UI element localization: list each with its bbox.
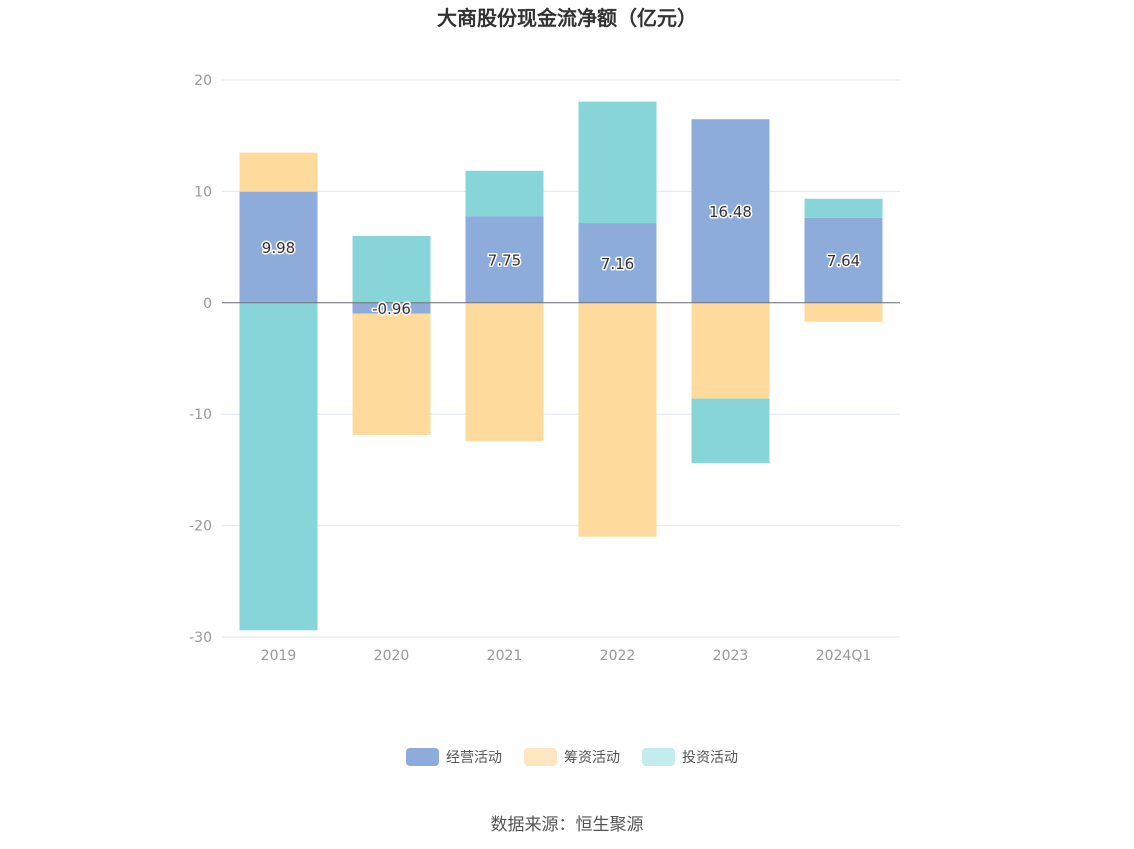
bar-投资活动-2021: [465, 170, 544, 217]
x-tick-label: 2022: [600, 648, 636, 664]
data-label: -0.96: [372, 300, 411, 318]
data-label: 16.48: [709, 203, 752, 221]
legend-label: 投资活动: [682, 750, 738, 766]
data-label: 7.75: [488, 252, 521, 270]
bar-筹资活动-2024Q1: [804, 302, 883, 322]
x-axis: 2019 2020 2021 2022 2023 2024Q1: [261, 648, 872, 664]
bar-筹资活动-2021: [465, 302, 544, 441]
bar-经营活动-2022: [578, 223, 657, 303]
y-tick-label: 0: [203, 296, 212, 312]
x-tick-label: 2024Q1: [816, 648, 872, 664]
legend: 经营活动 筹资活动 投资活动: [406, 748, 738, 766]
bar-经营活动-2021: [465, 216, 544, 303]
data-label: 9.98: [262, 239, 295, 257]
legend-label: 筹资活动: [564, 749, 620, 766]
legend-label: 经营活动: [446, 750, 502, 766]
bar-投资活动-2020: [352, 235, 431, 303]
data-label: 7.64: [827, 252, 860, 270]
bar-投资活动-2022: [578, 101, 657, 224]
bar-筹资活动-2023: [691, 302, 770, 399]
grid: [222, 79, 900, 638]
bar-经营活动-2020: [352, 302, 431, 314]
x-tick-label: 2020: [374, 648, 410, 664]
data-labels: 9.98 -0.96 7.75 7.16 16.48 7.64: [260, 202, 861, 320]
data-label: 7.16: [601, 255, 634, 273]
chart-title: 大商股份现金流净额（亿元）: [437, 6, 697, 30]
bars: [239, 101, 883, 631]
y-tick-label: -20: [189, 519, 212, 535]
y-axis: 20 10 0 -10 -20 -30: [189, 73, 212, 646]
bar-投资活动-2019: [239, 302, 318, 631]
legend-swatch: [406, 748, 439, 766]
legend-swatch: [642, 748, 675, 766]
y-tick-label: -30: [189, 630, 212, 646]
bar-投资活动-2023: [691, 398, 770, 464]
y-tick-label: 20: [194, 73, 212, 89]
bar-经营活动-2024Q1: [804, 217, 883, 303]
bar-筹资活动-2019: [239, 152, 318, 192]
legend-swatch: [524, 748, 557, 766]
y-tick-label: -10: [189, 407, 212, 423]
y-tick-label: 10: [194, 184, 212, 200]
bar-经营活动-2023: [691, 119, 770, 303]
bar-筹资活动-2022: [578, 302, 657, 537]
bar-经营活动-2019: [239, 191, 318, 303]
source-note: 数据来源：恒生聚源: [491, 815, 644, 835]
x-tick-label: 2023: [713, 648, 749, 664]
bar-筹资活动-2020: [352, 313, 431, 435]
x-tick-label: 2021: [487, 648, 523, 664]
bar-投资活动-2024Q1: [804, 198, 883, 218]
x-tick-label: 2019: [261, 648, 297, 664]
